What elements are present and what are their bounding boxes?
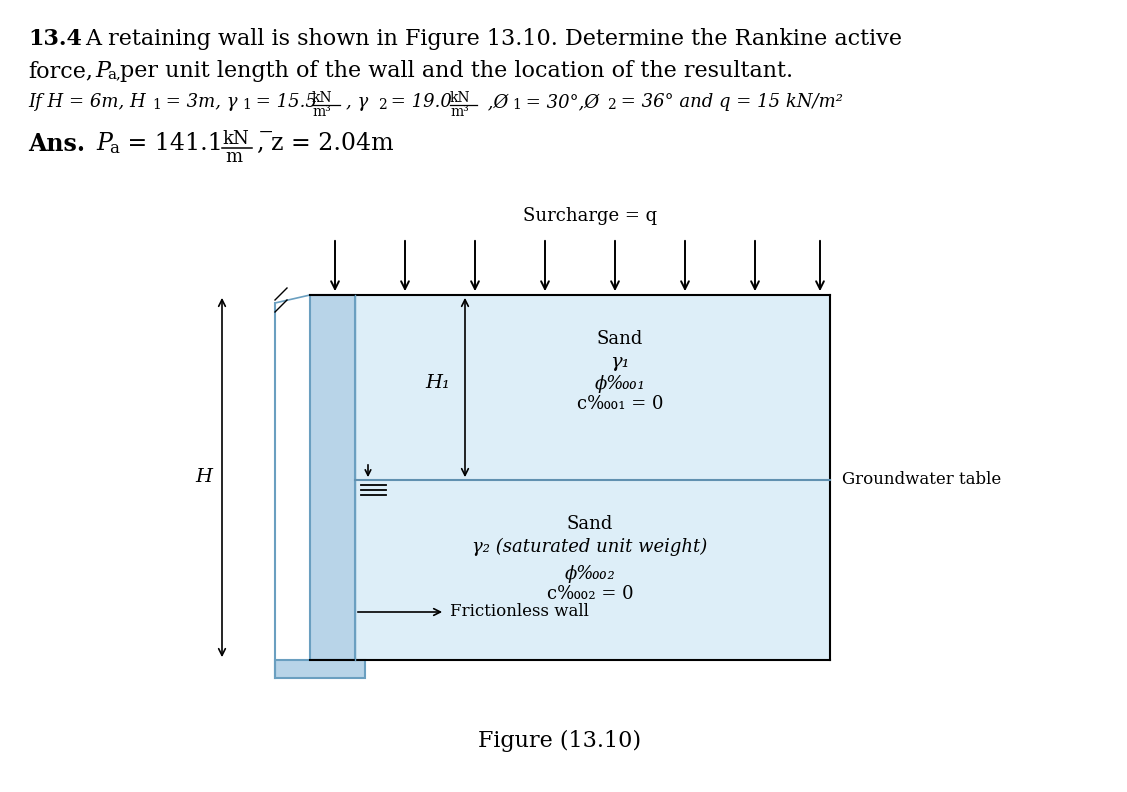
Text: Groundwater table: Groundwater table (842, 471, 1001, 489)
Bar (275, 660, 365, 678)
Text: , γ: , γ (346, 93, 369, 111)
Text: γ₁: γ₁ (610, 353, 630, 371)
Text: 1: 1 (242, 98, 251, 112)
Text: H: H (195, 469, 212, 486)
Text: = 36° and q = 15 kN/m²: = 36° and q = 15 kN/m² (615, 93, 843, 111)
Text: ,Ø: ,Ø (482, 93, 508, 111)
Text: a,: a, (107, 67, 121, 81)
Text: ̅z = 2.04m: ̅z = 2.04m (272, 132, 394, 155)
Text: kN: kN (312, 91, 332, 105)
Text: = 30°,Ø: = 30°,Ø (520, 93, 600, 111)
Text: a: a (109, 140, 118, 157)
Text: Frictionless wall: Frictionless wall (450, 604, 589, 620)
Text: m³: m³ (450, 105, 469, 119)
Text: = 15.5: = 15.5 (250, 93, 317, 111)
Text: 13.4: 13.4 (28, 28, 82, 50)
Text: 2: 2 (607, 98, 615, 112)
Text: = 19.0: = 19.0 (385, 93, 452, 111)
Text: c‱₁ = 0: c‱₁ = 0 (577, 395, 664, 413)
Text: kN: kN (450, 91, 471, 105)
Text: m: m (225, 148, 242, 166)
Bar (355, 295, 829, 480)
Text: force,: force, (28, 60, 94, 82)
Text: Figure (13.10): Figure (13.10) (479, 730, 641, 752)
Text: ,: , (256, 132, 264, 155)
Text: 1: 1 (512, 98, 521, 112)
Text: If H = 6m, H: If H = 6m, H (28, 93, 145, 111)
Text: P: P (95, 60, 110, 82)
Text: ϕ‱₂: ϕ‱₂ (565, 565, 615, 583)
Text: 2: 2 (378, 98, 387, 112)
Text: 1: 1 (152, 98, 161, 112)
Text: H₁: H₁ (425, 374, 450, 391)
Bar (310, 295, 355, 660)
Text: kN: kN (222, 130, 249, 148)
Text: γ₂ (saturated unit weight): γ₂ (saturated unit weight) (472, 538, 708, 556)
Text: ϕ‱₁: ϕ‱₁ (595, 375, 646, 393)
Text: = 3m, γ: = 3m, γ (160, 93, 238, 111)
Text: m³: m³ (312, 105, 330, 119)
Text: per unit length of the wall and the location of the resultant.: per unit length of the wall and the loca… (119, 60, 793, 82)
Text: c‱₂ = 0: c‱₂ = 0 (547, 585, 633, 603)
Text: P: P (96, 132, 112, 155)
Text: = 141.1: = 141.1 (119, 132, 223, 155)
Text: Surcharge = q: Surcharge = q (523, 207, 657, 225)
Bar (355, 480, 829, 660)
Text: Sand: Sand (597, 330, 644, 348)
Text: A retaining wall is shown in Figure 13.10. Determine the Rankine active: A retaining wall is shown in Figure 13.1… (85, 28, 902, 50)
Text: Ans.: Ans. (28, 132, 85, 156)
Text: Sand: Sand (567, 515, 613, 533)
